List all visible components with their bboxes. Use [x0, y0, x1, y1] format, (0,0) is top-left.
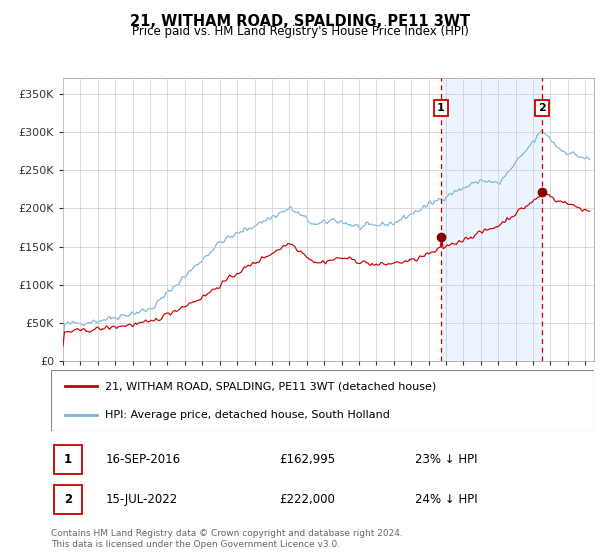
Bar: [54, 445, 82, 474]
Text: 16-SEP-2016: 16-SEP-2016: [106, 453, 181, 466]
Text: £162,995: £162,995: [279, 453, 335, 466]
Text: 23% ↓ HPI: 23% ↓ HPI: [415, 453, 478, 466]
Bar: [54, 485, 82, 514]
Text: 2: 2: [539, 103, 547, 113]
Text: 24% ↓ HPI: 24% ↓ HPI: [415, 493, 478, 506]
Text: 15-JUL-2022: 15-JUL-2022: [106, 493, 178, 506]
Text: 2: 2: [64, 493, 72, 506]
Text: 21, WITHAM ROAD, SPALDING, PE11 3WT: 21, WITHAM ROAD, SPALDING, PE11 3WT: [130, 14, 470, 29]
Text: Contains HM Land Registry data © Crown copyright and database right 2024.
This d: Contains HM Land Registry data © Crown c…: [51, 529, 403, 549]
Text: 21, WITHAM ROAD, SPALDING, PE11 3WT (detached house): 21, WITHAM ROAD, SPALDING, PE11 3WT (det…: [106, 381, 437, 391]
Text: HPI: Average price, detached house, South Holland: HPI: Average price, detached house, Sout…: [106, 409, 390, 419]
Text: Price paid vs. HM Land Registry's House Price Index (HPI): Price paid vs. HM Land Registry's House …: [131, 25, 469, 38]
Text: 1: 1: [437, 103, 445, 113]
Text: £222,000: £222,000: [279, 493, 335, 506]
Text: 1: 1: [64, 453, 72, 466]
